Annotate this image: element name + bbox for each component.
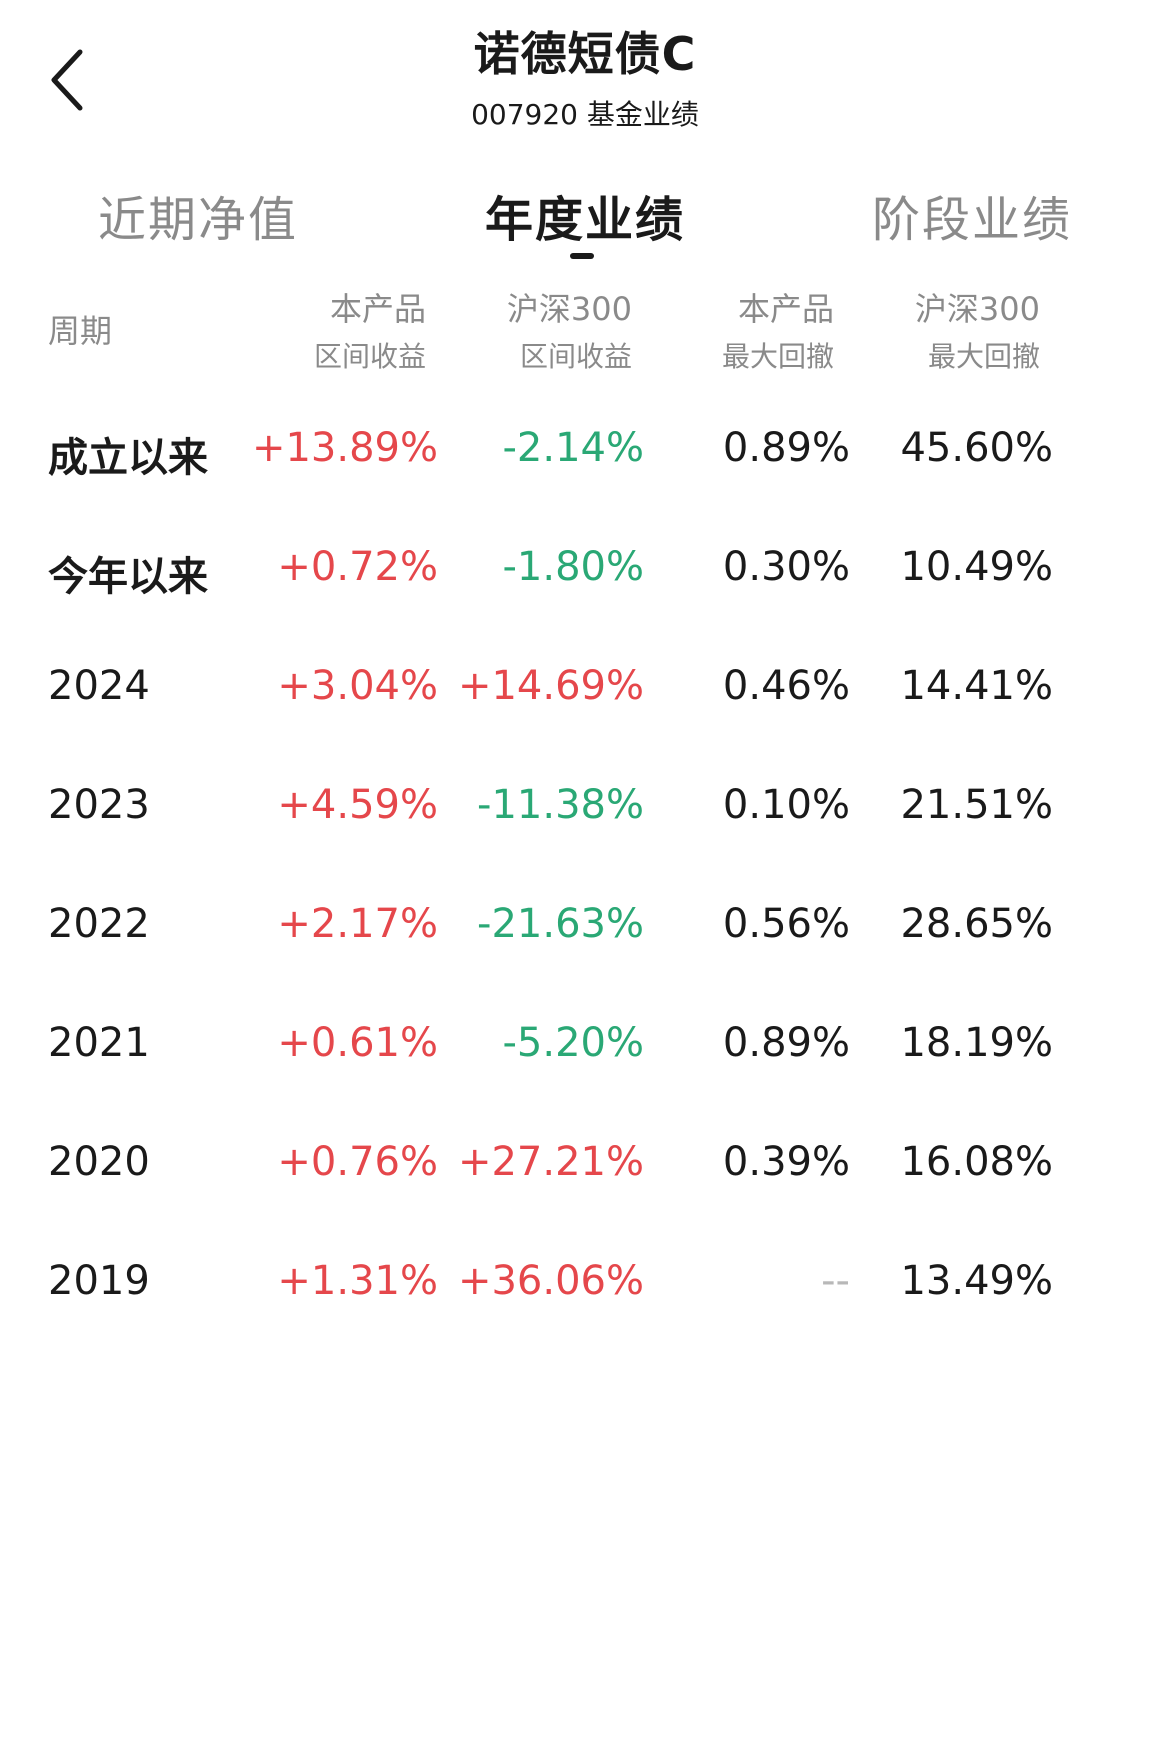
table-row: 2019 +1.31% +36.06% -- 13.49% — [0, 1228, 1170, 1347]
product-return-cell: +13.89% — [251, 425, 438, 471]
period-cell: 今年以来 — [48, 554, 208, 600]
col-header-line1: 沪深300 — [914, 290, 1040, 328]
tab-bar: 近期净值 年度业绩 阶段业绩 — [0, 180, 1170, 270]
col-header-line1: 沪深300 — [506, 290, 632, 328]
index-drawdown-cell: 13.49% — [900, 1258, 1053, 1304]
active-tab-indicator — [570, 253, 594, 259]
performance-table: 成立以来 +13.89% -2.14% 0.89% 45.60% 今年以来 +0… — [0, 395, 1170, 1347]
table-row: 2021 +0.61% -5.20% 0.89% 18.19% — [0, 990, 1170, 1109]
page-title: 诺德短债C — [473, 27, 697, 81]
product-drawdown-cell: 0.46% — [722, 663, 850, 709]
index-drawdown-cell: 21.51% — [900, 782, 1053, 828]
product-drawdown-cell: 0.39% — [722, 1139, 850, 1185]
index-return-cell: +36.06% — [457, 1258, 644, 1304]
col-header-line1: 本产品 — [737, 290, 834, 328]
col-header-line2: 区间收益 — [519, 340, 632, 373]
back-button[interactable] — [40, 40, 110, 120]
table-row: 今年以来 +0.72% -1.80% 0.30% 10.49% — [0, 514, 1170, 633]
product-return-cell: +4.59% — [277, 782, 438, 828]
period-cell: 2022 — [48, 901, 150, 947]
index-drawdown-cell: 18.19% — [900, 1020, 1053, 1066]
product-return-cell: +1.31% — [277, 1258, 438, 1304]
table-row: 2023 +4.59% -11.38% 0.10% 21.51% — [0, 752, 1170, 871]
index-return-cell: -1.80% — [502, 544, 644, 590]
table-row: 2020 +0.76% +27.21% 0.39% 16.08% — [0, 1109, 1170, 1228]
period-cell: 2023 — [48, 782, 150, 828]
col-header-line1: 本产品 — [329, 290, 426, 328]
table-row: 成立以来 +13.89% -2.14% 0.89% 45.60% — [0, 395, 1170, 514]
col-header-line2: 最大回撤 — [721, 340, 834, 373]
col-header-line2: 最大回撤 — [927, 340, 1040, 373]
product-return-cell: +0.61% — [277, 1020, 438, 1066]
period-cell: 2020 — [48, 1139, 150, 1185]
table-row: 2022 +2.17% -21.63% 0.56% 28.65% — [0, 871, 1170, 990]
product-drawdown-cell: 0.56% — [722, 901, 850, 947]
index-drawdown-cell: 28.65% — [900, 901, 1053, 947]
index-return-cell: -5.20% — [502, 1020, 644, 1066]
col-header-line2: 区间收益 — [313, 340, 426, 373]
product-drawdown-cell: 0.10% — [722, 782, 850, 828]
period-cell: 2019 — [48, 1258, 150, 1304]
col-header-product-drawdown: 本产品 最大回撤 — [714, 285, 834, 381]
index-return-cell: +27.21% — [457, 1139, 644, 1185]
column-headers: 周期 本产品 区间收益 沪深300 区间收益 本产品 最大回撤 沪深300 最大… — [0, 285, 1170, 385]
period-cell: 2024 — [48, 663, 150, 709]
period-cell: 2021 — [48, 1020, 150, 1066]
index-drawdown-cell: 14.41% — [900, 663, 1053, 709]
tab-annual-performance[interactable]: 年度业绩 — [485, 192, 686, 248]
product-drawdown-cell: 0.89% — [722, 1020, 850, 1066]
product-return-cell: +3.04% — [277, 663, 438, 709]
tab-stage-performance[interactable]: 阶段业绩 — [872, 192, 1073, 248]
page-subtitle: 007920 基金业绩 — [471, 98, 699, 131]
index-drawdown-cell: 45.60% — [900, 425, 1053, 471]
product-return-cell: +2.17% — [277, 901, 438, 947]
index-drawdown-cell: 10.49% — [900, 544, 1053, 590]
table-row: 2024 +3.04% +14.69% 0.46% 14.41% — [0, 633, 1170, 752]
col-header-period: 周期 — [48, 312, 113, 350]
index-return-cell: -11.38% — [477, 782, 644, 828]
product-drawdown-cell: -- — [821, 1258, 850, 1304]
period-cell: 成立以来 — [48, 435, 208, 481]
index-return-cell: +14.69% — [457, 663, 644, 709]
chevron-left-icon — [51, 49, 83, 111]
col-header-index-drawdown: 沪深300 最大回撤 — [894, 285, 1040, 381]
product-drawdown-cell: 0.89% — [722, 425, 850, 471]
product-return-cell: +0.72% — [277, 544, 438, 590]
col-header-product-return: 本产品 区间收益 — [306, 285, 426, 381]
index-drawdown-cell: 16.08% — [900, 1139, 1053, 1185]
product-return-cell: +0.76% — [277, 1139, 438, 1185]
header: 诺德短债C 007920 基金业绩 — [0, 0, 1170, 150]
index-return-cell: -2.14% — [502, 425, 644, 471]
index-return-cell: -21.63% — [477, 901, 644, 947]
product-drawdown-cell: 0.30% — [722, 544, 850, 590]
tab-recent-nav[interactable]: 近期净值 — [98, 192, 299, 248]
col-header-index-return: 沪深300 区间收益 — [486, 285, 632, 381]
